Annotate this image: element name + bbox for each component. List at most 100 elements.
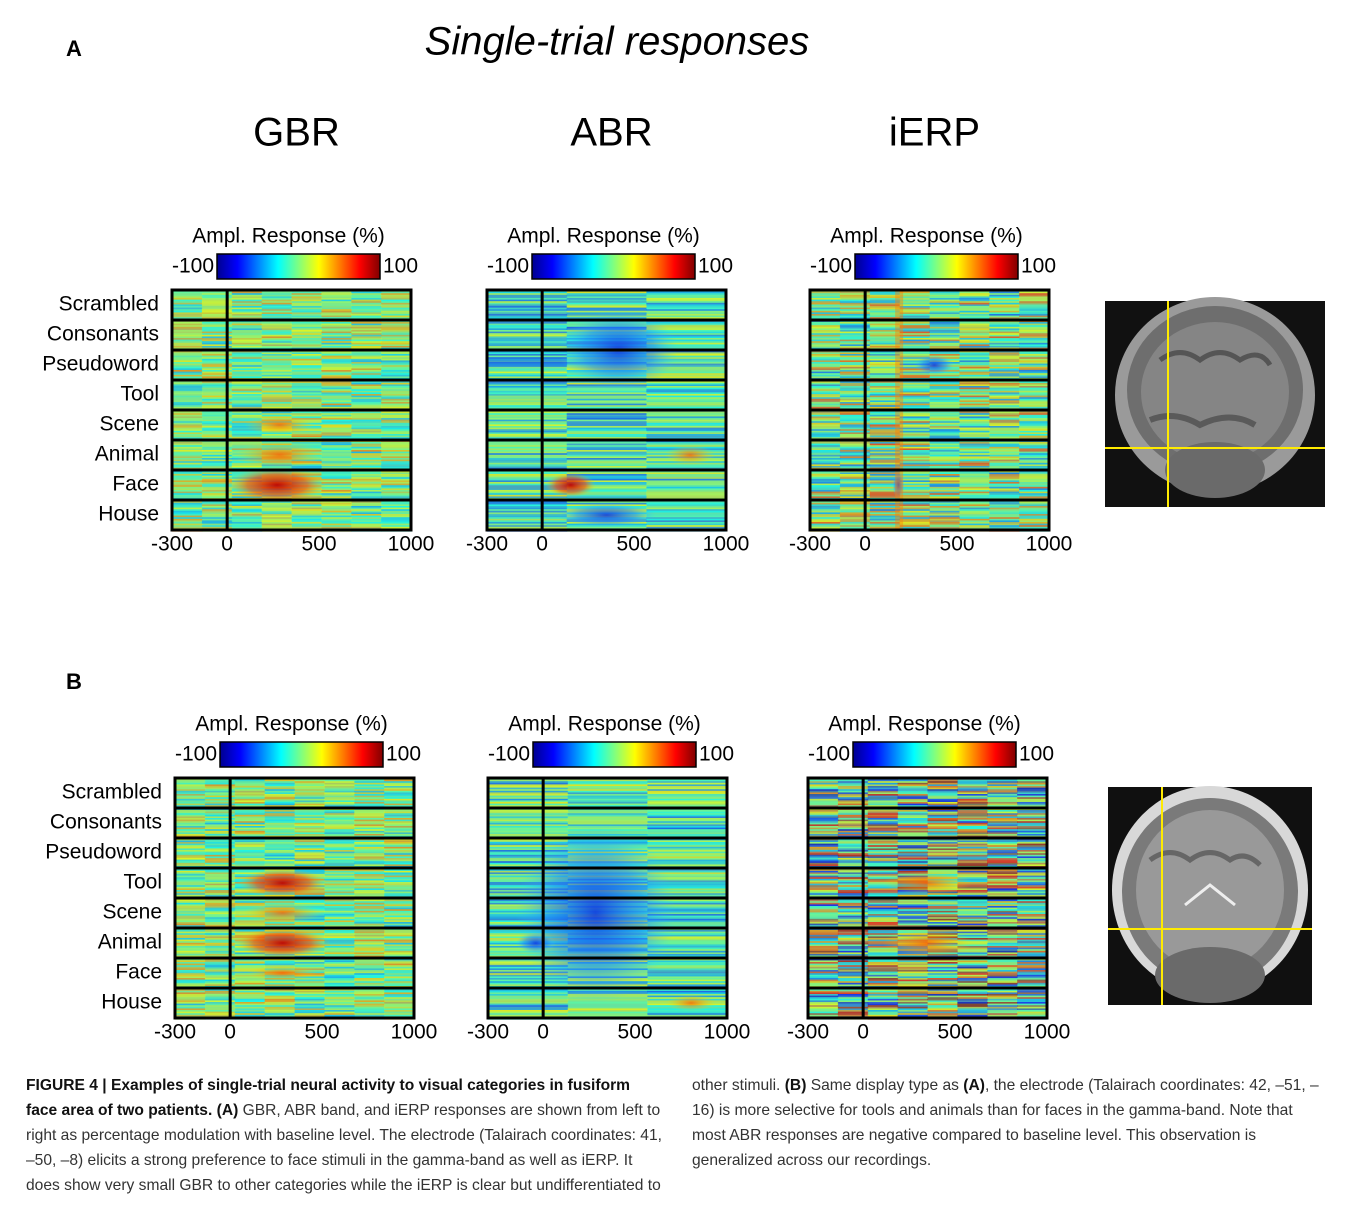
heatmap-stripe xyxy=(175,904,206,907)
heatmap-stripe xyxy=(646,434,727,436)
heatmap-stripe xyxy=(929,299,960,302)
heatmap-stripe xyxy=(291,309,322,311)
heatmap-stripe xyxy=(839,413,871,415)
heatmap-stripe xyxy=(384,944,415,947)
heatmap-stripe xyxy=(869,304,901,307)
heatmap-stripe xyxy=(261,509,292,511)
heatmap-stripe xyxy=(929,461,960,463)
heatmap-stripe xyxy=(381,294,412,297)
heatmap-stripe xyxy=(646,520,727,523)
colorbar-title: Ampl. Response (%) xyxy=(830,225,1023,248)
heatmap-stripe xyxy=(354,955,385,958)
heatmap-stripe xyxy=(647,800,728,803)
heatmap-stripe xyxy=(488,997,569,999)
heatmap-stripe xyxy=(869,314,901,316)
heatmap-stripe xyxy=(869,373,901,375)
heatmap-stripe xyxy=(384,872,415,875)
heatmap-stripe xyxy=(987,838,1018,841)
heatmap-stripe xyxy=(381,371,412,374)
heatmap-stripe xyxy=(261,382,292,385)
heatmap-stripe xyxy=(381,344,412,347)
heatmap-stripe xyxy=(321,514,352,516)
heatmap-stripe xyxy=(487,509,568,511)
heatmap-stripe xyxy=(264,853,295,855)
heatmap-stripe xyxy=(175,992,206,995)
heatmap-stripe xyxy=(488,976,569,979)
heatmap-stripe xyxy=(261,374,292,377)
heatmap-stripe xyxy=(899,461,930,463)
heatmap-stripe xyxy=(989,435,1020,438)
heatmap-stripe xyxy=(837,781,869,783)
heatmap-stripe xyxy=(869,317,901,319)
heatmap-stripe xyxy=(204,891,236,894)
heatmap-stripe xyxy=(291,504,322,507)
heatmap-stripe xyxy=(959,456,990,459)
heatmap-stripe xyxy=(354,952,385,955)
heatmap-stripe xyxy=(989,392,1020,395)
heatmap-stripe xyxy=(201,502,233,505)
heatmap-stripe xyxy=(294,1008,325,1011)
heatmap-stripe xyxy=(566,422,647,425)
heatmap-stripe xyxy=(231,392,263,395)
heatmap-stripe xyxy=(839,315,871,318)
heatmap-stripe xyxy=(929,325,960,327)
heatmap-stripe xyxy=(839,298,871,300)
heatmap-stripe xyxy=(264,850,295,852)
heatmap-stripe xyxy=(899,418,930,420)
heatmap-stripe xyxy=(929,430,960,433)
heatmap-stripe xyxy=(487,432,568,435)
heatmap-stripe xyxy=(321,482,352,484)
heatmap-stripe xyxy=(899,315,930,318)
heatmap-stripe xyxy=(291,395,322,398)
heatmap-stripe xyxy=(384,790,415,793)
heatmap-stripe xyxy=(989,346,1020,348)
heatmap-stripe xyxy=(487,382,568,385)
heatmap-stripe xyxy=(261,510,292,513)
heatmap-stripe xyxy=(959,365,990,367)
heatmap-stripe xyxy=(899,323,930,326)
heatmap-stripe xyxy=(384,973,415,975)
heatmap-stripe xyxy=(384,976,415,979)
heatmap-stripe xyxy=(201,358,233,361)
heatmap-stripe xyxy=(869,478,901,481)
heatmap-stripe xyxy=(989,419,1020,422)
heatmap-stripe xyxy=(929,472,960,475)
heatmap-stripe xyxy=(324,795,355,798)
x-tick-label: -300 xyxy=(789,533,831,556)
heatmap-stripe xyxy=(927,790,958,793)
heatmap-stripe xyxy=(324,902,355,905)
heatmap-stripe xyxy=(989,350,1020,353)
heatmap-stripe xyxy=(261,302,292,305)
heatmap-stripe xyxy=(172,386,203,388)
heatmap-stripe xyxy=(321,390,352,393)
heatmap-stripe xyxy=(234,994,266,996)
heatmap-stripe xyxy=(294,779,325,782)
heatmap-stripe xyxy=(646,501,727,503)
heatmap-stripe xyxy=(810,366,841,369)
heatmap-stripe xyxy=(324,875,355,878)
heatmap-stripe xyxy=(1017,779,1048,782)
heatmap-stripe xyxy=(231,523,263,526)
heatmap-stripe xyxy=(354,861,385,863)
heatmap-stripe xyxy=(204,994,236,996)
heatmap-stripe xyxy=(959,523,990,526)
heatmap-stripe xyxy=(234,842,266,844)
heatmap-stripe xyxy=(351,366,382,369)
heatmap-stripe xyxy=(381,510,412,513)
heatmap-stripe xyxy=(566,395,647,398)
heatmap-stripe xyxy=(1019,370,1050,372)
heatmap-stripe xyxy=(175,1003,206,1006)
heatmap-stripe xyxy=(487,485,568,487)
heatmap-stripe xyxy=(204,810,236,812)
heatmap-stripe xyxy=(959,384,990,387)
heatmap-stripe xyxy=(957,835,988,838)
heatmap-stripe xyxy=(897,826,928,828)
heatmap-stripe xyxy=(321,344,352,347)
heatmap-stripe xyxy=(566,296,647,299)
heatmap-stripe xyxy=(175,798,206,801)
heatmap-stripe xyxy=(354,874,385,876)
heatmap-stripe xyxy=(957,829,988,831)
heatmap-stripe xyxy=(1019,376,1050,379)
heatmap-stripe xyxy=(384,907,415,910)
heatmap-stripe xyxy=(488,782,569,785)
